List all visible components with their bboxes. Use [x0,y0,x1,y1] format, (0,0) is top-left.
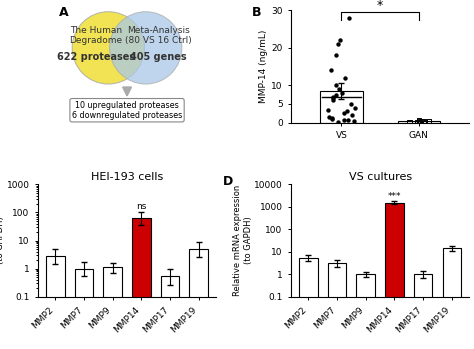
Y-axis label: Relative mRNA expression
(to GAPDH): Relative mRNA expression (to GAPDH) [0,185,5,296]
Bar [190,249,208,349]
Point [416,118,423,124]
Text: Meta-Analysis
(80 VS 16 Ctrl): Meta-Analysis (80 VS 16 Ctrl) [125,26,191,45]
Y-axis label: Relative mRNA expression
(to GAPDH): Relative mRNA expression (to GAPDH) [233,185,253,296]
Point [328,116,336,121]
Text: A: A [58,6,68,19]
Title: VS cultures: VS cultures [348,172,412,182]
Point [336,86,343,92]
Bar [443,248,461,349]
Point [332,82,339,88]
Point [414,119,421,125]
Point [329,97,337,103]
Point [325,114,333,120]
Text: 10 upregulated proteases
6 downregulated proteases: 10 upregulated proteases 6 downregulated… [72,101,182,120]
Bar [385,203,404,349]
Bar [414,274,432,349]
Point [332,92,340,97]
Text: ns: ns [136,202,146,211]
Point [338,90,346,96]
Point [328,116,336,122]
Bar [320,91,363,123]
Bar [132,218,151,349]
Point [328,68,335,73]
Point [332,53,339,58]
Point [343,109,351,114]
Point [347,101,355,107]
Point [350,118,358,124]
Point [340,117,348,122]
Bar [161,276,179,349]
Point [415,118,423,123]
Y-axis label: MMP-14 (ng/mL): MMP-14 (ng/mL) [259,30,268,103]
Bar [46,256,64,349]
Point [329,94,337,99]
Bar [299,258,318,349]
Point [341,75,348,81]
Text: The Human
Degradome: The Human Degradome [69,26,122,45]
Point [421,119,429,125]
Bar [356,274,375,349]
Point [348,112,356,118]
Point [346,15,353,21]
Text: 405 genes: 405 genes [130,52,187,62]
Bar [103,267,122,349]
Point [324,107,332,112]
Point [344,118,352,123]
Ellipse shape [109,12,182,84]
Point [420,119,428,124]
Bar [398,121,440,123]
Title: HEI-193 cells: HEI-193 cells [91,172,163,182]
Text: ***: *** [388,192,401,201]
Ellipse shape [72,12,145,84]
Point [426,118,433,124]
Text: D: D [223,176,234,188]
Point [406,119,413,125]
Point [340,111,348,116]
Bar [75,269,93,349]
Point [329,96,337,101]
Text: *: * [377,0,383,12]
Point [351,105,358,111]
Bar [328,263,346,349]
Text: B: B [252,6,261,19]
Point [334,119,342,125]
Point [334,41,341,47]
Text: 622 proteases: 622 proteases [57,52,135,62]
Point [337,38,344,43]
